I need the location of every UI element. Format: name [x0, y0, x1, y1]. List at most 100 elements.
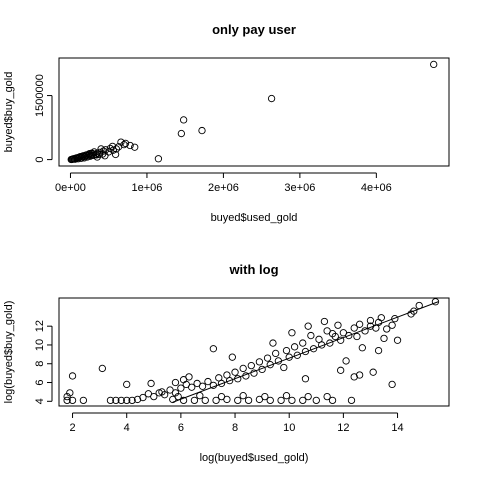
top-plot-frame	[58, 57, 450, 167]
x-tick-label: 2	[69, 422, 75, 434]
bottom-panel: with log 2 4 6 8 10 12 14 4 6 8 10 12 log(buyed$us…	[3, 262, 450, 464]
data-point	[185, 373, 193, 381]
data-point	[350, 373, 358, 381]
data-point	[228, 353, 236, 361]
data-point	[154, 155, 163, 163]
bottom-chart-title: with log	[228, 262, 278, 277]
data-point	[101, 152, 109, 160]
data-point	[355, 320, 364, 328]
data-point	[171, 378, 180, 387]
y-tick-label: 6	[34, 379, 46, 385]
top-y-axis: 0 1500000	[34, 74, 53, 163]
data-point	[68, 372, 77, 380]
data-point	[223, 371, 231, 379]
data-point	[337, 366, 345, 374]
data-point	[261, 392, 269, 401]
data-point	[204, 377, 212, 386]
data-point	[431, 298, 440, 306]
data-point	[97, 145, 105, 153]
data-point	[217, 392, 226, 401]
data-point	[63, 396, 71, 405]
data-point	[299, 396, 307, 405]
data-point	[190, 396, 199, 405]
data-point	[108, 142, 117, 151]
data-point	[301, 347, 310, 356]
data-point	[196, 392, 204, 400]
data-point	[69, 155, 78, 163]
data-point	[212, 396, 220, 405]
data-point	[179, 396, 188, 405]
data-point	[326, 339, 334, 347]
data-point	[393, 336, 402, 344]
data-point	[328, 330, 337, 338]
y-tick-label: 10	[34, 339, 46, 351]
data-point	[272, 349, 280, 358]
data-point	[79, 396, 88, 405]
data-point	[282, 346, 291, 355]
data-point	[68, 396, 77, 405]
data-point	[166, 386, 174, 394]
data-point	[290, 343, 299, 351]
top-chart-title: only pay user	[212, 22, 296, 37]
data-point	[282, 392, 291, 400]
data-point	[369, 368, 377, 376]
data-point	[144, 390, 153, 398]
data-point	[342, 357, 350, 365]
x-tick-label: 2e+06	[208, 182, 239, 194]
data-point	[158, 388, 166, 396]
x-tick-label: 10	[283, 422, 295, 434]
y-tick-label: 12	[34, 320, 46, 332]
data-point	[131, 143, 139, 151]
top-y-axis-label: buyed$buy_gold	[3, 72, 15, 153]
data-point	[117, 396, 125, 405]
data-point	[350, 324, 358, 332]
data-point	[111, 150, 120, 159]
data-point	[347, 396, 356, 405]
data-point	[307, 331, 315, 340]
data-point	[121, 139, 130, 148]
data-point	[339, 329, 348, 337]
data-point	[299, 339, 307, 347]
top-panel: only pay user 0e+00 1e+06 2e+06 3e+06 4e+06 …	[3, 22, 450, 224]
y-tick-label: 0	[34, 157, 46, 163]
y-tick-label: 4	[34, 398, 46, 404]
data-point	[177, 384, 185, 392]
data-point	[239, 364, 247, 373]
data-point	[309, 345, 318, 353]
reference-line	[172, 301, 439, 403]
data-point	[266, 396, 274, 405]
data-point	[244, 396, 253, 405]
bottom-x-axis-label: log(buyed$used_gold)	[200, 452, 309, 464]
data-point	[323, 392, 331, 401]
data-point	[304, 392, 312, 401]
top-x-axis: 0e+00 1e+06 2e+06 3e+06 4e+06	[55, 172, 392, 194]
top-points	[67, 60, 438, 164]
data-point	[112, 396, 120, 405]
data-point	[255, 358, 264, 366]
data-point	[315, 335, 323, 343]
data-point	[280, 363, 288, 372]
x-tick-label: 1e+06	[131, 182, 162, 194]
y-tick-label: 1500000	[34, 74, 46, 117]
data-point	[234, 396, 242, 405]
data-point	[128, 396, 136, 405]
data-point	[147, 379, 155, 388]
data-point	[366, 316, 375, 325]
data-point	[198, 126, 206, 135]
data-point	[247, 361, 255, 370]
data-point	[106, 144, 114, 153]
bottom-y-axis-label: log(buyed$buy_gold)	[3, 301, 15, 404]
x-tick-label: 0e+00	[55, 182, 86, 194]
data-point	[355, 371, 364, 379]
data-point	[353, 332, 361, 341]
data-point	[139, 393, 147, 402]
data-point	[334, 321, 342, 329]
data-point	[231, 368, 239, 376]
data-point	[374, 346, 383, 355]
data-point	[179, 116, 188, 124]
x-tick-label: 14	[391, 422, 403, 434]
bottom-points	[63, 298, 440, 405]
data-point	[269, 339, 277, 347]
data-point	[266, 361, 274, 369]
